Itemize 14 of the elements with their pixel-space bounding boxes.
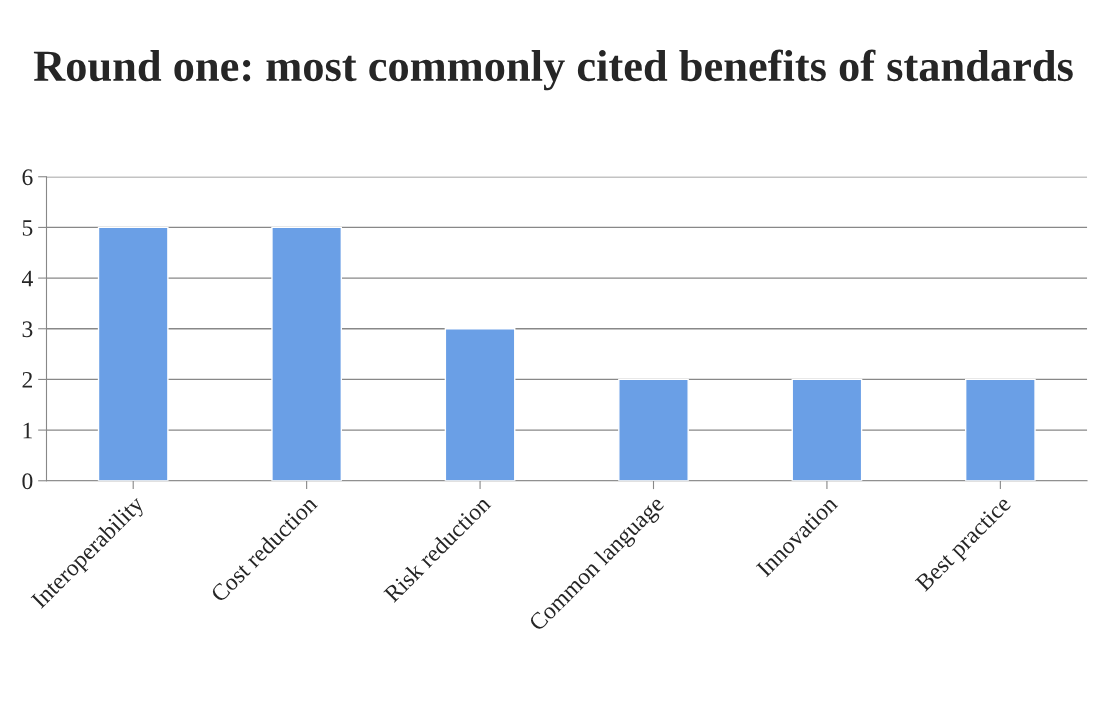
bar: [618, 378, 689, 481]
y-tick-label: 4: [21, 270, 33, 287]
bar: [444, 328, 516, 481]
bar: [791, 378, 863, 481]
y-tick-label: 3: [22, 321, 33, 338]
y-tick-label: 1: [23, 422, 32, 439]
y-tick-label: 6: [22, 169, 33, 186]
y-tick-label: 2: [22, 371, 32, 388]
bar: [964, 378, 1036, 481]
chart-title: Round one: most commonly cited benefits of standards: [33, 49, 1073, 91]
y-tick-label: 0: [22, 473, 33, 490]
bar: [271, 226, 343, 481]
bar: [97, 226, 169, 481]
y-tick-label: 5: [22, 220, 33, 236]
